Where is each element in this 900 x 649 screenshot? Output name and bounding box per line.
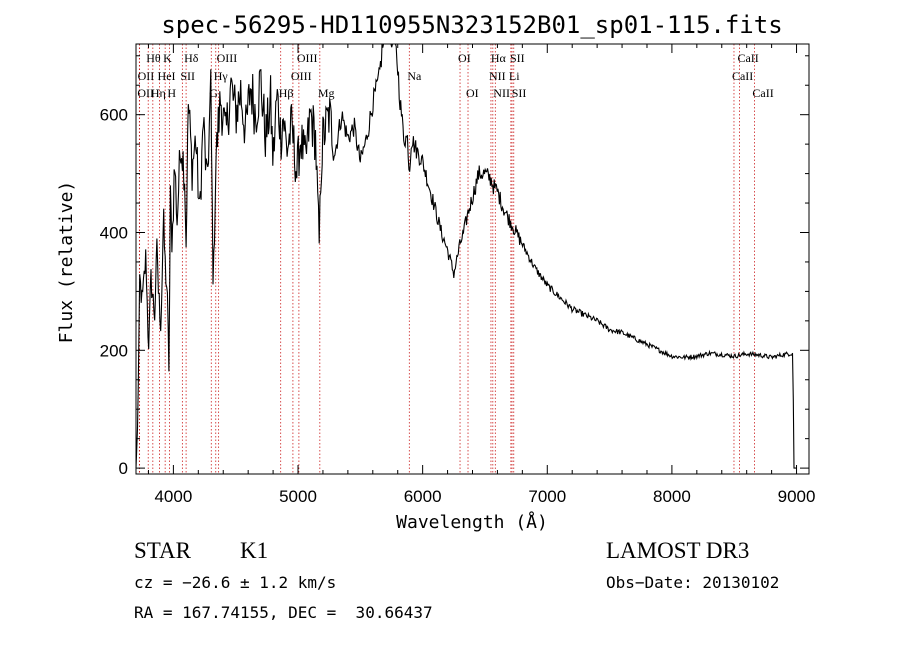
x-tick-label: 9000 [778,487,816,506]
line-label: CaII [752,86,773,100]
x-tick-label: 5000 [279,487,317,506]
y-tick-label: 200 [100,341,128,360]
line-label: H [167,86,176,100]
line-label: NII [493,86,510,100]
spectral-line-markers [138,44,755,474]
y-axis-label: Flux (relative) [56,181,77,344]
line-label: Hα [491,51,507,65]
line-label: Na [407,69,422,83]
x-tick-label: 4000 [154,487,192,506]
line-label: OIII [297,51,318,65]
line-label: HeI [158,69,176,83]
class-label: STAR [134,538,191,563]
line-label: SII [512,86,527,100]
x-axis-ticks: 4000 5000 6000 7000 8000 9000 [147,44,816,506]
line-label: OIII [291,69,312,83]
x-tick-label: 7000 [528,487,566,506]
y-tick-label: 600 [100,106,128,125]
line-label: Li [509,69,520,83]
y-tick-label: 0 [119,459,128,478]
y-tick-label: 400 [100,223,128,242]
x-tick-label: 6000 [404,487,442,506]
chart-title: spec-56295-HD110955N323152B01_sp01-115.f… [161,11,782,39]
x-tick-label: 8000 [653,487,691,506]
line-label: Hδ [184,51,199,65]
line-label: Hβ [279,86,294,100]
survey-label: LAMOST DR3 [606,538,750,563]
line-label: SII [510,51,525,65]
line-label: Mg [318,86,335,100]
line-label: OII [138,69,155,83]
redshift-readout: cz = −26.6 ± 1.2 km/s [134,573,337,592]
y-axis-ticks: 0 200 400 600 [100,55,809,478]
line-label: Hθ [146,51,161,65]
line-label: G [209,86,218,100]
spectrum-line [135,43,797,469]
coordinates-readout: RA = 167.74155, DEC = 30.66437 [134,603,433,622]
line-label: Hη [151,86,166,100]
spectral-line-labels: OII OII Hθ Hη HeI K H SII Hδ G Hγ OIII Hβ OIII OIII Mg N… [137,51,773,100]
line-label: K [163,51,172,65]
line-label: CaII [732,69,753,83]
observation-date: Obs−Date: 20130102 [606,573,780,592]
line-label: NII [489,69,506,83]
line-label: OII [137,86,154,100]
line-label: CaII [737,51,758,65]
x-axis-label: Wavelength (Å) [396,511,548,533]
line-label: Hγ [214,69,229,83]
line-label: OI [466,86,479,100]
subclass-label: K1 [240,538,269,563]
line-label: SII [180,69,195,83]
line-label: OI [458,51,471,65]
line-label: OIII [217,51,238,65]
